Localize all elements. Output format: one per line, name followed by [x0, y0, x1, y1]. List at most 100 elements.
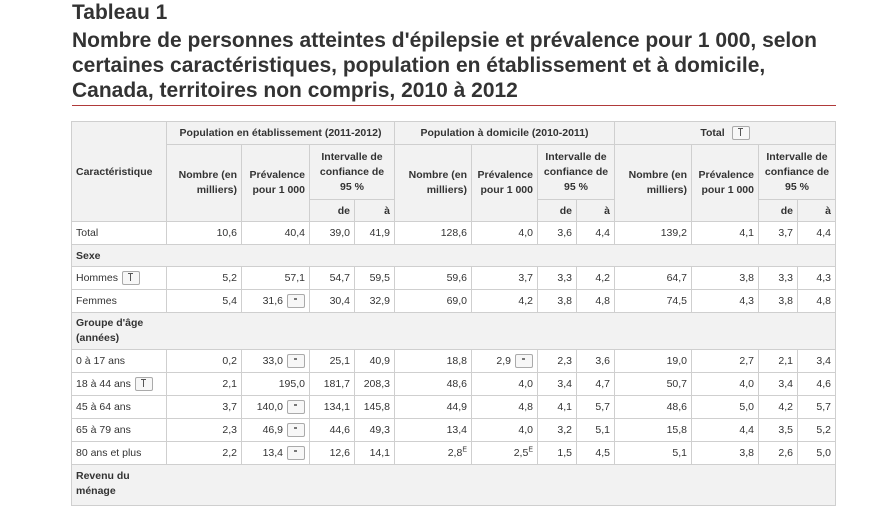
cell-value: 18,8 — [446, 355, 467, 367]
table-row: 0 à 17 ans 0,2 33,0 25,1 40,9 18,8 2,9 2,3 3,6 19… — [71, 349, 836, 373]
data-cell: 5,0 — [797, 441, 836, 465]
cell-value: 4,8 — [518, 401, 533, 413]
header-ci-to: à — [576, 199, 615, 222]
data-cell: 4,0 — [471, 372, 538, 396]
heading-divider — [72, 105, 836, 106]
cell-value: 3,5 — [778, 424, 793, 436]
data-cell: 2,7 — [691, 349, 759, 373]
cell-value: 5,2 — [816, 424, 831, 436]
header-prevalence: Prévalence pour 1 000 — [241, 144, 310, 222]
cell-value: 49,3 — [369, 424, 390, 436]
data-cell: 5,2 — [166, 266, 242, 290]
footnote-icon[interactable] — [287, 423, 305, 437]
header-prevalence: Prévalence pour 1 000 — [691, 144, 759, 222]
cell-value: 3,8 — [557, 295, 572, 307]
cell-value: 4,7 — [595, 378, 610, 390]
data-cell: 48,6 — [394, 372, 472, 396]
table-row: 18 à 44 ans 2,1 195,0 181,7 208,3 48,6 4,0 3,4 4… — [71, 372, 836, 396]
cell-value: 3,3 — [778, 272, 793, 284]
cell-value: 4,0 — [518, 424, 533, 436]
estimate-flag: E — [528, 446, 533, 454]
data-cell: 4,8 — [576, 289, 615, 313]
header-ci: Intervalle de confiance de 95 % — [758, 144, 836, 200]
cell-value: 181,7 — [323, 378, 350, 390]
cell-value: 1,5 — [557, 447, 572, 459]
data-cell: 44,9 — [394, 395, 472, 419]
data-cell: 2,5E — [471, 441, 538, 465]
cell-value: 13,4 — [262, 446, 283, 459]
cell-value: 39,0 — [329, 227, 350, 239]
cell-value: 4,3 — [739, 295, 754, 307]
data-cell: 2,1 — [758, 349, 798, 373]
data-cell: 4,4 — [691, 418, 759, 442]
data-cell: 3,3 — [537, 266, 577, 290]
section-label: Sexe — [71, 244, 836, 267]
cell-value: 2,3 — [557, 355, 572, 367]
cell-value: 54,7 — [329, 272, 350, 284]
cell-value: 4,2 — [595, 272, 610, 284]
header-prevalence: Prévalence pour 1 000 — [471, 144, 538, 222]
cell-value: 134,1 — [323, 401, 350, 413]
header-total: Total — [614, 121, 836, 145]
row-label: Femmes — [71, 289, 167, 313]
cell-value: 3,4 — [816, 355, 831, 367]
row-label-text: 45 à 64 ans — [76, 401, 131, 413]
cell-value: 4,2 — [518, 295, 533, 307]
data-cell: 3,8 — [691, 441, 759, 465]
cell-value: 5,4 — [222, 295, 237, 307]
footnote-icon[interactable] — [287, 400, 305, 414]
data-cell: 4,3 — [797, 266, 836, 290]
data-cell: 48,6 — [614, 395, 692, 419]
cell-value: 31,6 — [262, 294, 283, 307]
footnote-icon[interactable] — [287, 354, 305, 368]
cell-value: 44,6 — [329, 424, 350, 436]
row-label-text: Femmes — [76, 295, 117, 307]
data-cell: 195,0 — [241, 372, 310, 396]
cell-value: 2,7 — [739, 355, 754, 367]
data-cell: 14,1 — [354, 441, 395, 465]
row-label: 65 à 79 ans — [71, 418, 167, 442]
section-label-text: Groupe d'âge (années) — [76, 317, 144, 344]
data-cell: 4,4 — [576, 221, 615, 245]
data-cell: 5,1 — [614, 441, 692, 465]
cell-value: 0,2 — [222, 355, 237, 367]
table-row: Hommes 5,2 57,1 54,7 59,5 59,6 3,7 3,3 4,2 64,7 3,… — [71, 266, 836, 290]
data-cell: 181,7 — [309, 372, 355, 396]
cell-value: 3,4 — [557, 378, 572, 390]
cell-value: 41,9 — [369, 227, 390, 239]
cell-value: 4,3 — [816, 272, 831, 284]
footnote-icon[interactable] — [122, 271, 141, 285]
cell-value: 2,5 — [513, 447, 529, 459]
section-row: Revenu du ménage — [71, 464, 836, 506]
cell-value: 2,8 — [447, 447, 463, 459]
header-characteristic: Caractéristique — [71, 121, 167, 222]
header-count: Nombre (en milliers) — [614, 144, 692, 222]
data-cell: 59,5 — [354, 266, 395, 290]
data-table: Caractéristique Population en établissem… — [71, 121, 836, 506]
footnote-icon[interactable] — [287, 446, 305, 460]
data-cell: 5,7 — [576, 395, 615, 419]
footnote-icon[interactable] — [515, 354, 533, 368]
sort-icon[interactable] — [731, 126, 750, 140]
data-cell: 33,0 — [241, 349, 310, 373]
cell-value: 13,4 — [446, 424, 467, 436]
section-row: Groupe d'âge (années) — [71, 312, 836, 350]
row-label: 18 à 44 ans — [71, 372, 167, 396]
cell-value: 32,9 — [369, 295, 390, 307]
data-cell: 4,0 — [471, 418, 538, 442]
footnote-icon[interactable] — [287, 294, 305, 308]
header-ci: Intervalle de confiance de 95 % — [537, 144, 615, 200]
data-cell: 39,0 — [309, 221, 355, 245]
row-label: 0 à 17 ans — [71, 349, 167, 373]
data-cell: 2,8E — [394, 441, 472, 465]
data-cell: 40,4 — [241, 221, 310, 245]
data-cell: 1,5 — [537, 441, 577, 465]
data-cell: 74,5 — [614, 289, 692, 313]
header-count: Nombre (en milliers) — [166, 144, 242, 222]
cell-value: 5,2 — [222, 272, 237, 284]
header-total-label: Total — [700, 126, 725, 139]
data-cell: 2,9 — [471, 349, 538, 373]
data-cell: 18,8 — [394, 349, 472, 373]
footnote-icon[interactable] — [134, 377, 153, 391]
data-cell: 15,8 — [614, 418, 692, 442]
